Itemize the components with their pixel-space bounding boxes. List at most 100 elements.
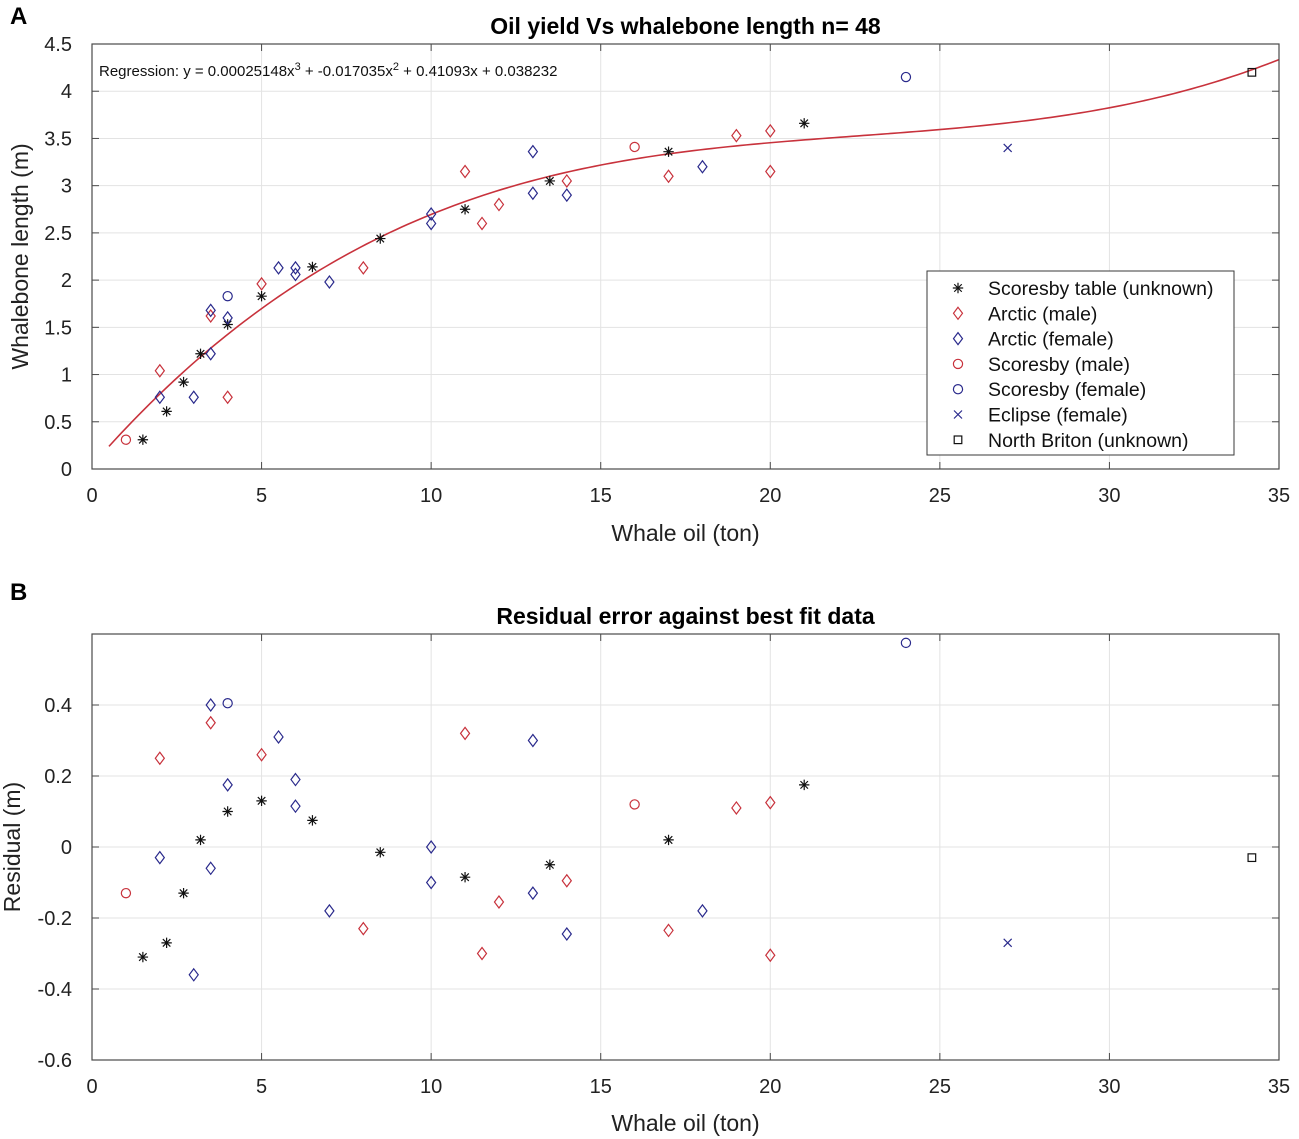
data-point-arctic-female	[154, 390, 166, 405]
data-point-scoresby-male	[629, 141, 640, 153]
legend-marker-arctic-male	[952, 306, 964, 321]
x-tick-label: 15	[590, 1076, 612, 1098]
x-tick-label: 10	[420, 1076, 442, 1098]
data-point-arctic-male	[765, 123, 776, 138]
data-point-scoresby-table	[195, 834, 206, 846]
data-point-arctic-male	[765, 164, 776, 179]
data-point-arctic-male	[765, 948, 776, 963]
data-point-scoresby-table	[375, 233, 386, 244]
data-point-arctic-female	[290, 260, 301, 275]
legend-label-arctic-female: Arctic (female)	[988, 329, 1114, 351]
panel-b-markers	[120, 637, 1257, 982]
data-point-north-briton	[1247, 67, 1257, 77]
data-point-eclipse-female	[1003, 938, 1013, 948]
data-point-scoresby-table	[544, 175, 556, 187]
data-point-scoresby-male	[629, 799, 640, 810]
data-point-arctic-male	[358, 921, 369, 936]
data-point-scoresby-female	[222, 698, 233, 709]
data-point-arctic-female	[154, 850, 166, 865]
data-point-scoresby-table	[799, 118, 810, 129]
legend-label-eclipse-female: Eclipse (female)	[988, 405, 1128, 427]
data-point-scoresby-table	[544, 859, 556, 870]
data-point-arctic-male	[663, 923, 674, 938]
legend-label-arctic-male: Arctic (male)	[988, 303, 1097, 325]
data-point-scoresby-table	[178, 887, 189, 899]
data-point-scoresby-table	[195, 348, 206, 359]
legend-marker-eclipse-female	[953, 410, 963, 419]
y-tick-label: 0.2	[44, 766, 72, 788]
data-point-scoresby-male	[120, 887, 132, 899]
data-point-scoresby-table	[161, 406, 172, 417]
y-tick-label: 4.5	[44, 34, 72, 56]
y-tick-label: 2.5	[44, 223, 72, 245]
data-point-arctic-male	[476, 216, 488, 231]
data-point-arctic-male	[731, 128, 742, 143]
data-point-scoresby-table	[375, 847, 386, 858]
x-tick-label: 10	[420, 485, 442, 507]
y-tick-label: 0.4	[44, 695, 72, 717]
data-point-arctic-female	[697, 159, 708, 174]
y-tick-label: 0	[61, 459, 72, 481]
data-point-arctic-male	[256, 747, 267, 762]
x-tick-label: 20	[759, 1076, 781, 1098]
legend-marker-arctic-female	[952, 331, 964, 346]
data-point-scoresby-male	[120, 434, 132, 445]
data-point-arctic-male	[731, 800, 742, 815]
data-point-arctic-male	[459, 164, 471, 179]
data-point-arctic-female	[527, 186, 539, 201]
x-tick-label: 30	[1098, 485, 1120, 507]
x-tick-label: 5	[256, 485, 267, 507]
panel-a-markers	[120, 67, 1257, 445]
panel-b-title: Residual error against best fit data	[496, 603, 875, 629]
y-tick-label: -0.6	[38, 1050, 72, 1072]
panel-a-y-ticks: 0 0.5 1 1.5 2 2.5 3 3.5 4 4.5	[44, 34, 1279, 481]
data-point-scoresby-table	[137, 951, 149, 963]
data-point-scoresby-female	[222, 290, 233, 302]
data-point-scoresby-table	[459, 871, 471, 883]
data-point-arctic-female	[290, 772, 301, 787]
legend-label-scoresby-female: Scoresby (female)	[988, 379, 1146, 401]
data-point-arctic-female	[527, 144, 539, 159]
x-tick-label: 35	[1268, 485, 1290, 507]
x-tick-label: 15	[590, 485, 612, 507]
data-point-scoresby-table	[799, 779, 810, 791]
panel-a-x-ticks: 0 5 10 15 20 25 30 35	[86, 44, 1290, 507]
y-tick-label: -0.4	[38, 979, 72, 1001]
x-tick-label: 35	[1268, 1076, 1290, 1098]
data-point-arctic-female	[697, 903, 708, 918]
data-point-arctic-female	[222, 777, 233, 792]
y-tick-label: 3	[61, 176, 72, 198]
data-point-arctic-male	[205, 309, 216, 323]
y-tick-label: 0.5	[44, 412, 72, 434]
data-point-arctic-female	[273, 729, 284, 744]
data-point-scoresby-table	[459, 204, 471, 215]
panel-a-axes-frame	[91, 43, 1280, 470]
data-point-arctic-male	[256, 276, 267, 291]
panel-b-y-axis-label: Residual (m)	[0, 782, 25, 912]
data-point-arctic-female	[222, 310, 233, 325]
legend-marker-scoresby-male	[952, 358, 964, 370]
data-point-arctic-female	[324, 275, 335, 289]
data-point-arctic-female	[290, 799, 301, 814]
legend-label-north-briton: North Briton (unknown)	[988, 430, 1189, 452]
data-point-scoresby-table	[307, 261, 318, 273]
data-point-scoresby-female	[900, 637, 912, 649]
data-point-arctic-female	[205, 303, 216, 318]
data-point-scoresby-table	[663, 834, 674, 846]
panel-b-x-axis-label: Whale oil (ton)	[611, 1110, 759, 1136]
x-tick-label: 5	[256, 1076, 267, 1098]
data-point-scoresby-table	[178, 376, 189, 388]
legend-box	[926, 270, 1235, 456]
data-point-arctic-female	[290, 267, 301, 282]
panel-b-grid	[91, 634, 1280, 1061]
data-point-scoresby-table	[256, 290, 267, 302]
data-point-arctic-male	[561, 873, 573, 888]
panel-b-x-ticks: 0 5 10 15 20 25 30 35	[86, 634, 1290, 1098]
y-tick-label: -0.2	[38, 908, 72, 930]
data-point-arctic-female	[527, 733, 539, 748]
data-point-arctic-female	[527, 886, 539, 901]
data-point-arctic-female	[205, 861, 216, 876]
legend-label-scoresby-table: Scoresby table (unknown)	[988, 278, 1213, 300]
y-tick-label: 3.5	[44, 128, 72, 150]
